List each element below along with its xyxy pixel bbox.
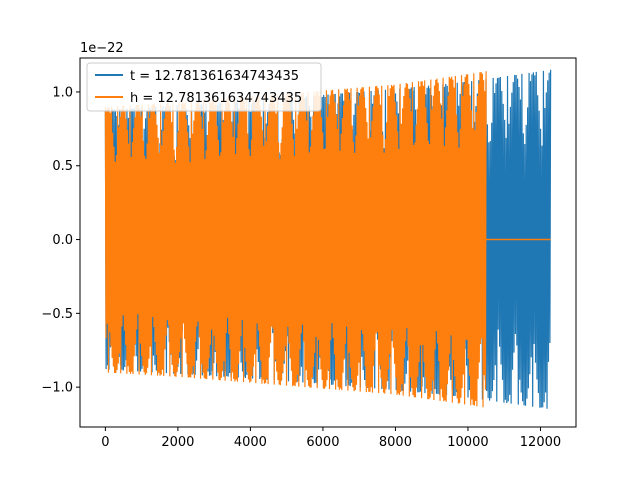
x-tick-label: 4000 [234, 435, 267, 450]
y-tick-label: 0.0 [52, 233, 73, 248]
x-tick-label: 0 [101, 435, 109, 450]
legend-label-t: t = 12.781361634743435 [130, 69, 299, 84]
legend: t = 12.781361634743435 h = 12.7813616347… [86, 62, 322, 112]
y-tick-label: −1.0 [41, 381, 73, 396]
y-tick-label: 0.5 [52, 159, 73, 174]
x-axis: 0 2000 4000 6000 8000 10000 12000 [101, 427, 561, 450]
y-offset-label: 1e−22 [80, 41, 124, 56]
x-tick-label: 6000 [306, 435, 339, 450]
y-axis: −1.0 −0.5 0.0 0.5 1.0 [41, 85, 80, 396]
y-tick-label: 1.0 [52, 85, 73, 100]
legend-box [86, 62, 322, 112]
legend-label-h: h = 12.781361634743435 [130, 91, 302, 106]
x-tick-label: 12000 [520, 435, 561, 450]
x-tick-label: 10000 [447, 435, 488, 450]
series-layer [104, 69, 552, 409]
x-tick-label: 8000 [379, 435, 412, 450]
x-tick-label: 2000 [161, 435, 194, 450]
series-1 [104, 71, 551, 408]
plot-frame [79, 57, 577, 428]
y-tick-label: −0.5 [41, 307, 73, 322]
